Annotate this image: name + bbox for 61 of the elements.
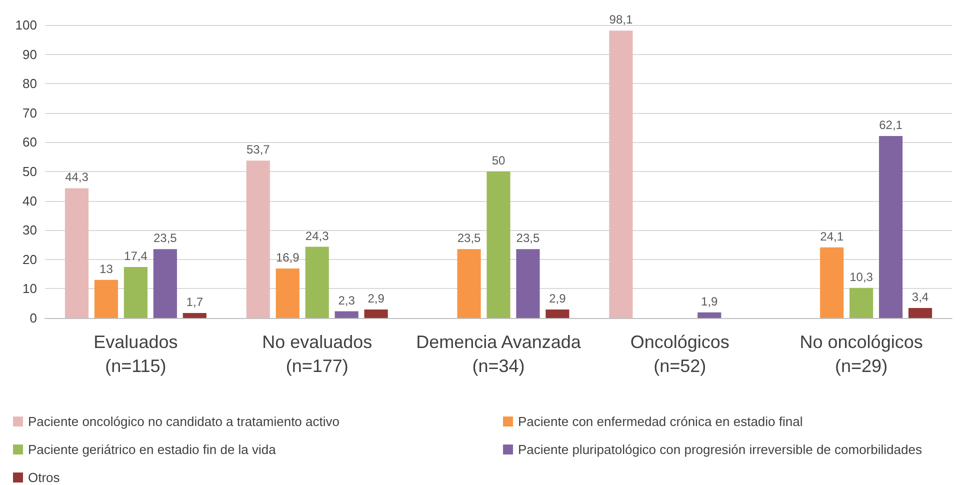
- data-label: 24,3: [305, 228, 330, 243]
- bar: [124, 267, 148, 318]
- bar: [908, 308, 932, 318]
- legend-label: Paciente geriátrico en estadio fin de la vida: [28, 442, 277, 457]
- bar: [94, 280, 118, 318]
- bar: [64, 188, 89, 318]
- y-tick-label: 90: [22, 46, 37, 62]
- y-tick-label: 40: [22, 193, 37, 208]
- data-label: 1,9: [701, 294, 718, 308]
- data-label: 24,1: [820, 229, 844, 244]
- data-label: 50: [492, 154, 506, 168]
- data-label: 13: [100, 262, 114, 276]
- bar: [609, 30, 633, 318]
- y-tick-label: 20: [22, 252, 37, 267]
- x-tick-label: No oncológicos (n=29): [800, 332, 923, 376]
- y-tick-label: 50: [22, 164, 37, 179]
- data-label: 2,3: [338, 293, 356, 308]
- bar: [516, 249, 540, 318]
- legend-label: Paciente oncológico no candidato a tratamiento activo: [28, 414, 340, 429]
- y-tick-label: 60: [22, 134, 37, 150]
- y-tick-label: 30: [22, 222, 37, 238]
- x-tick-label: Evaluados (n=115): [94, 332, 178, 376]
- x-tick-label: Demencia Avanzada (n=34): [416, 332, 582, 376]
- x-tick-label: No evaluados (n=177): [262, 332, 372, 376]
- data-label: 17,4: [124, 249, 148, 264]
- bar: [820, 247, 844, 318]
- data-label: 44,3: [65, 170, 89, 184]
- y-tick-label: 0: [30, 310, 37, 326]
- legend-label: Paciente con enfermedad crónica en estadio final: [518, 414, 803, 429]
- data-label: 23,5: [154, 231, 178, 246]
- bar: [334, 311, 358, 318]
- y-tick-label: 10: [22, 281, 37, 296]
- data-label: 1,7: [186, 295, 204, 310]
- y-tick-label: 70: [22, 105, 37, 120]
- bar: [486, 172, 510, 318]
- bar: [153, 249, 177, 318]
- bar: [276, 268, 300, 318]
- bar: [878, 136, 903, 318]
- data-label: 62,1: [879, 118, 903, 132]
- x-tick-label: Oncológicos (n=52): [630, 332, 730, 376]
- bar: [182, 313, 206, 318]
- legend-label: Paciente pluripatológico con progresión irreversible de comorbilidades: [518, 442, 922, 457]
- data-label: 98,1: [609, 12, 633, 27]
- bar: [698, 312, 722, 318]
- data-label: 23,5: [516, 231, 540, 246]
- data-label: 2,9: [368, 292, 385, 306]
- data-label: 16,9: [276, 250, 300, 264]
- legend-label: Otros: [28, 470, 60, 485]
- data-label: 3,4: [912, 290, 929, 304]
- bar: [246, 160, 270, 318]
- bar: [305, 246, 329, 318]
- data-label: 53,7: [246, 142, 270, 157]
- bar: [850, 288, 874, 318]
- bar: [457, 249, 481, 318]
- bar: [364, 310, 388, 318]
- data-label: 10,3: [850, 270, 874, 284]
- data-label: 23,5: [457, 231, 482, 246]
- bar: [546, 310, 570, 318]
- y-tick-label: 80: [22, 76, 37, 92]
- y-tick-label: 100: [15, 18, 37, 32]
- data-label: 2,9: [549, 292, 566, 306]
